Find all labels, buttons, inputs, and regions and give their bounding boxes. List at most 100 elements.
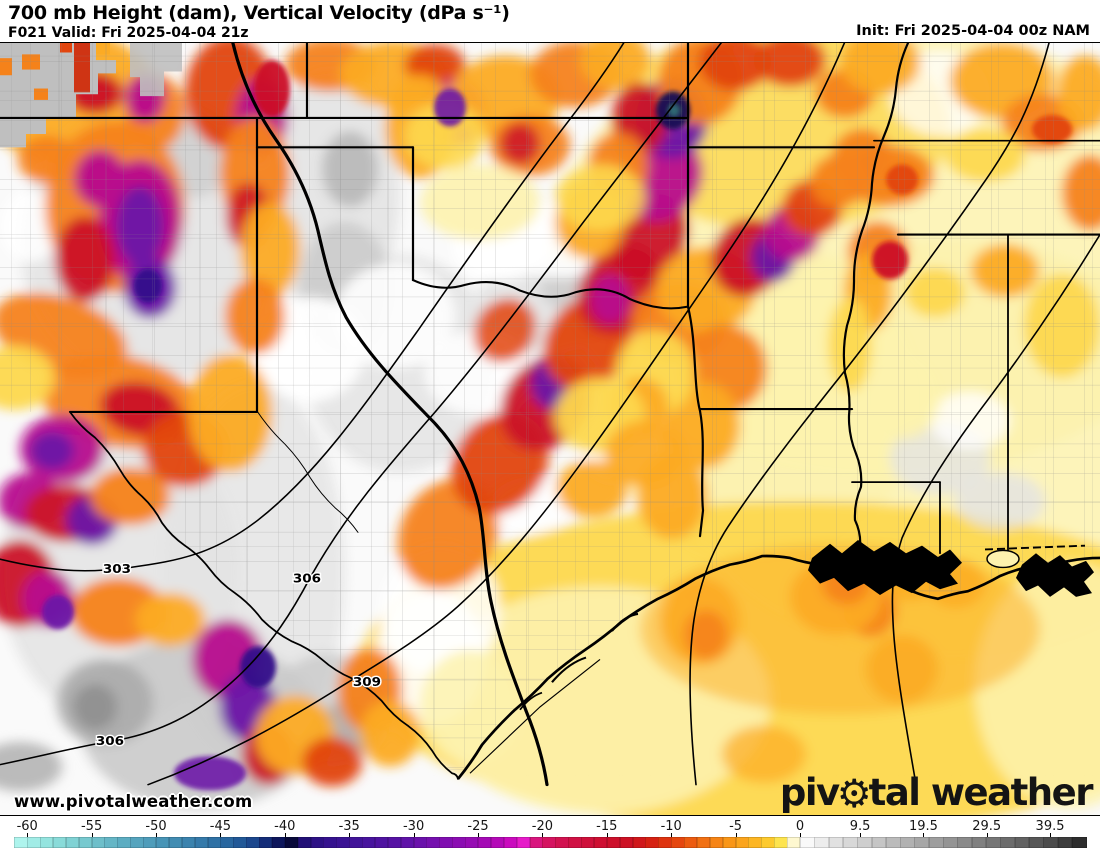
colorbar-tick-label: -5 — [729, 819, 743, 834]
colorbar-cell — [14, 837, 28, 848]
valid-time-label: F021 Valid: Fri 2025-04-04 21z — [8, 25, 249, 41]
colorbar-cell — [828, 837, 844, 848]
colorbar-cell — [387, 837, 402, 848]
height-contour-line — [0, 43, 625, 572]
colorbar-cell — [271, 837, 286, 848]
colorbar-tick-mark — [27, 833, 29, 837]
contour-label: 306 — [293, 572, 321, 587]
height-contour-line — [689, 43, 1050, 786]
colorbar-tick-mark — [606, 833, 608, 837]
colorbar-cell — [761, 837, 775, 848]
colorbar-tick-mark — [156, 833, 157, 837]
colorbar-cell — [181, 837, 196, 848]
height-contour-line — [147, 43, 846, 786]
colorbar-tick-label: 9.5 — [849, 819, 871, 834]
colorbar-cell — [645, 837, 659, 848]
colorbar-cell — [619, 837, 634, 848]
colorbar-cell — [658, 837, 672, 848]
height-contour-line — [0, 43, 723, 766]
coastline — [456, 539, 1100, 780]
colorbar-cell — [156, 837, 170, 848]
colorbar-cell — [914, 837, 930, 848]
colorbar-cell — [1071, 837, 1087, 848]
colorbar-tick-mark — [671, 833, 673, 837]
colorbar-cell — [1014, 837, 1030, 848]
pivotal-weather-logo: piv⚙tal weather — [779, 771, 1094, 817]
county-lines — [0, 43, 1100, 776]
colorbar-cell — [220, 837, 234, 848]
colorbar-cell — [774, 837, 788, 848]
colorbar-cell — [529, 837, 543, 848]
colorbar-tick-label: 19.5 — [908, 819, 938, 834]
colorbar-cell — [65, 837, 80, 848]
colorbar-cell — [885, 837, 901, 848]
colorbar-cell — [40, 837, 54, 848]
colorbar-tick-label: -50 — [145, 819, 167, 834]
colorbar-tick-label: 39.5 — [1035, 819, 1065, 834]
colorbar-cell — [310, 837, 324, 848]
colorbar-cell — [671, 837, 685, 848]
logo-text-left: piv — [779, 771, 840, 814]
colorbar-cell — [465, 837, 479, 848]
colorbar-cell — [194, 837, 208, 848]
colorbar-cell — [871, 837, 887, 848]
colorbar-tick-label: -25 — [467, 819, 489, 834]
colorbar-cell — [985, 837, 1001, 848]
colorbar-cell — [349, 837, 363, 848]
colorbar-cell — [1028, 837, 1044, 848]
rivers — [69, 43, 910, 780]
contour-label: 303 — [103, 562, 131, 577]
colorbar-tick-mark — [860, 833, 862, 837]
colorbar-cell — [413, 837, 427, 848]
colorbar-tick-mark — [800, 833, 801, 837]
height-contours — [0, 43, 1100, 787]
colorbar-tick-mark — [542, 833, 544, 837]
colorbar-cell — [900, 837, 915, 848]
colorbar-cell — [78, 837, 93, 848]
colorbar-tick-mark — [735, 833, 737, 837]
colorbar-gradient — [0, 837, 1100, 848]
colorbar-cell — [581, 837, 595, 848]
colorbar-cell — [606, 837, 621, 848]
colorbar-cell — [1057, 837, 1073, 848]
colorbar: -60 -55 -50 -45 -40 -35 -30 -25 -20 -15 -10 -5 0 9.5 1… — [0, 816, 1100, 850]
colorbar-cell — [516, 837, 530, 848]
colorbar-cell — [555, 837, 569, 848]
lake-pontchartrain — [986, 549, 1020, 569]
colorbar-tick-mark — [349, 833, 351, 837]
colorbar-cell — [928, 837, 944, 848]
colorbar-cell — [478, 837, 492, 848]
colorbar-cell — [439, 837, 453, 848]
pecos-river — [256, 410, 359, 533]
colorbar-cell — [374, 837, 389, 848]
colorbar-cell — [957, 837, 973, 848]
colorbar-cell — [748, 837, 762, 848]
colorbar-tick-mark — [1050, 833, 1052, 837]
colorbar-tick-label: -20 — [531, 819, 554, 834]
logo-text-right: tal weather — [868, 771, 1094, 814]
colorbar-tick-label: -10 — [660, 819, 682, 834]
colorbar-tick-mark — [986, 833, 988, 837]
colorbar-cell — [168, 837, 183, 848]
colorbar-cell — [323, 837, 337, 848]
colorbar-cell — [735, 837, 749, 848]
colorbar-cell — [542, 837, 556, 848]
colorbar-cell — [568, 837, 582, 848]
contour-label: 306 — [96, 734, 124, 749]
colorbar-cell — [452, 837, 466, 848]
colorbar-cell — [971, 837, 987, 848]
colorbar-tick-mark — [284, 833, 286, 837]
map-header: 700 mb Height (dam), Vertical Velocity (… — [0, 0, 1100, 42]
colorbar-cell — [143, 837, 157, 848]
colorbar-cell — [117, 837, 131, 848]
colorbar-cell — [857, 837, 873, 848]
colorbar-cell — [91, 837, 105, 848]
colorbar-tick-label: -40 — [274, 819, 296, 834]
colorbar-tick-label: -35 — [338, 819, 360, 834]
colorbar-tick-label: -60 — [16, 819, 38, 834]
colorbar-cell — [1000, 837, 1016, 848]
colorbar-cell — [426, 837, 440, 848]
colorbar-tick-label: 0 — [795, 819, 805, 834]
colorbar-cell — [943, 837, 958, 848]
